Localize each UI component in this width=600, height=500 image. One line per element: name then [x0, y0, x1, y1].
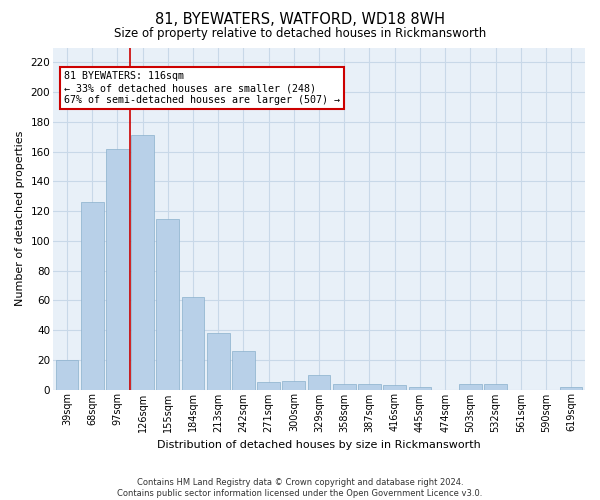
Bar — [106, 148, 129, 390]
Bar — [484, 384, 507, 390]
Bar — [207, 333, 230, 390]
Text: Size of property relative to detached houses in Rickmansworth: Size of property relative to detached ho… — [114, 28, 486, 40]
Bar — [81, 202, 104, 390]
Bar — [459, 384, 482, 390]
Bar — [383, 385, 406, 390]
Text: 81 BYEWATERS: 116sqm
← 33% of detached houses are smaller (248)
67% of semi-deta: 81 BYEWATERS: 116sqm ← 33% of detached h… — [64, 72, 340, 104]
Bar — [409, 386, 431, 390]
Bar — [56, 360, 78, 390]
Bar — [131, 135, 154, 390]
Bar — [257, 382, 280, 390]
Bar — [308, 374, 331, 390]
X-axis label: Distribution of detached houses by size in Rickmansworth: Distribution of detached houses by size … — [157, 440, 481, 450]
Text: Contains HM Land Registry data © Crown copyright and database right 2024.
Contai: Contains HM Land Registry data © Crown c… — [118, 478, 482, 498]
Bar — [182, 298, 205, 390]
Bar — [232, 351, 255, 390]
Bar — [283, 380, 305, 390]
Y-axis label: Number of detached properties: Number of detached properties — [15, 131, 25, 306]
Bar — [560, 386, 583, 390]
Text: 81, BYEWATERS, WATFORD, WD18 8WH: 81, BYEWATERS, WATFORD, WD18 8WH — [155, 12, 445, 28]
Bar — [358, 384, 381, 390]
Bar — [333, 384, 356, 390]
Bar — [157, 218, 179, 390]
